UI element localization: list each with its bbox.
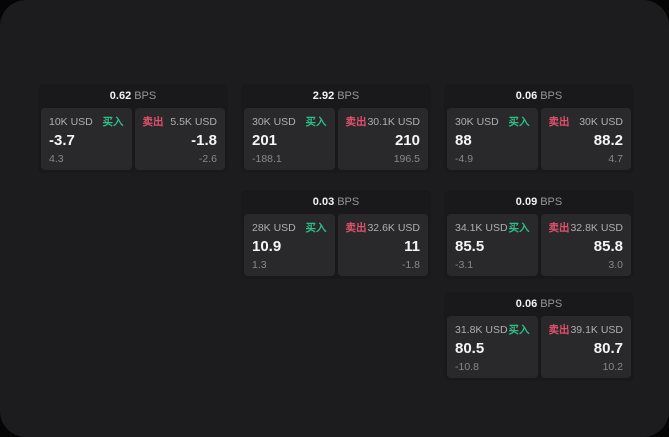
sell-panel[interactable]: 卖出 32.6K USD 11 -1.8 (337, 214, 428, 276)
buy-amount-label: 31.8K USD (455, 324, 508, 336)
buy-panel[interactable]: 10K USD 买入 -3.7 4.3 (41, 108, 132, 170)
quote-card: 0.03 BPS 28K USD 买入 10.9 1.3 卖出 32.6K USD… (241, 190, 431, 279)
sell-amount-label: 32.8K USD (570, 222, 623, 234)
quote-card: 2.92 BPS 30K USD 买入 201 -188.1 卖出 30.1K U… (241, 84, 431, 173)
buy-amount-label: 30K USD (252, 116, 296, 128)
sell-side-label: 卖出 (345, 222, 367, 234)
buy-price: 10.9 (252, 238, 282, 255)
buy-amount-label: 10K USD (49, 116, 93, 128)
buy-side-label: 买入 (305, 116, 327, 128)
quote-card: 0.09 BPS 34.1K USD 买入 85.5 -3.1 卖出 32.8K … (444, 190, 634, 279)
buy-panel[interactable]: 34.1K USD 买入 85.5 -3.1 (447, 214, 538, 276)
sell-delta: -2.6 (198, 153, 217, 165)
buy-delta: -4.9 (455, 153, 474, 165)
sell-price: -1.8 (191, 132, 217, 149)
bps-value: 0.06 (515, 298, 538, 310)
buy-side-label: 买入 (508, 324, 530, 336)
buy-panel[interactable]: 30K USD 买入 201 -188.1 (244, 108, 335, 170)
quote-body: 31.8K USD 买入 80.5 -10.8 卖出 39.1K USD 80.… (447, 316, 631, 378)
sell-side-label: 卖出 (548, 324, 570, 336)
sell-side-label: 卖出 (548, 222, 570, 234)
buy-amount-label: 28K USD (252, 222, 296, 234)
sell-panel[interactable]: 卖出 39.1K USD 80.7 10.2 (540, 316, 631, 378)
quote-body: 10K USD 买入 -3.7 4.3 卖出 5.5K USD -1.8 -2.… (41, 108, 225, 170)
bps-suffix-label: BPS (337, 196, 360, 208)
bps-value: 0.62 (109, 90, 132, 102)
sell-delta: -1.8 (401, 259, 420, 271)
buy-panel[interactable]: 30K USD 买入 88 -4.9 (447, 108, 538, 170)
sell-price: 88.2 (593, 132, 623, 149)
buy-price: -3.7 (49, 132, 75, 149)
buy-price: 80.5 (455, 340, 485, 357)
buy-delta: 1.3 (252, 259, 267, 271)
sell-delta: 3.0 (608, 259, 623, 271)
buy-side-label: 买入 (305, 222, 327, 234)
sell-price: 210 (394, 132, 420, 149)
buy-delta: -3.1 (455, 259, 474, 271)
quote-body: 28K USD 买入 10.9 1.3 卖出 32.6K USD 11 -1.8 (244, 214, 428, 276)
buy-delta: -10.8 (455, 361, 479, 373)
quote-body: 30K USD 买入 201 -188.1 卖出 30.1K USD 210 1… (244, 108, 428, 170)
buy-price: 201 (252, 132, 278, 149)
quote-card: 0.06 BPS 30K USD 买入 88 -4.9 卖出 30K USD 88… (444, 84, 634, 173)
quote-body: 34.1K USD 买入 85.5 -3.1 卖出 32.8K USD 85.8… (447, 214, 631, 276)
bps-value: 0.06 (515, 90, 538, 102)
sell-side-label: 卖出 (345, 116, 367, 128)
bps-header: 0.06 BPS (447, 84, 631, 108)
bps-header: 0.03 BPS (244, 190, 428, 214)
sell-panel[interactable]: 卖出 5.5K USD -1.8 -2.6 (134, 108, 225, 170)
quote-card: 0.06 BPS 31.8K USD 买入 80.5 -10.8 卖出 39.1K… (444, 292, 634, 381)
bps-suffix-label: BPS (337, 90, 360, 102)
buy-price: 88 (455, 132, 472, 149)
buy-delta: -188.1 (252, 153, 282, 165)
bps-suffix-label: BPS (134, 90, 157, 102)
quote-card: 0.62 BPS 10K USD 买入 -3.7 4.3 卖出 5.5K USD … (38, 84, 228, 173)
sell-delta: 10.2 (602, 361, 623, 373)
bps-suffix-label: BPS (540, 298, 563, 310)
bps-value: 0.09 (515, 196, 538, 208)
buy-panel[interactable]: 31.8K USD 买入 80.5 -10.8 (447, 316, 538, 378)
sell-amount-label: 5.5K USD (170, 116, 217, 128)
sell-side-label: 卖出 (548, 116, 570, 128)
bps-suffix-label: BPS (540, 196, 563, 208)
buy-amount-label: 30K USD (455, 116, 499, 128)
bps-header: 0.09 BPS (447, 190, 631, 214)
sell-price: 11 (404, 238, 420, 255)
quote-body: 30K USD 买入 88 -4.9 卖出 30K USD 88.2 4.7 (447, 108, 631, 170)
sell-amount-label: 32.6K USD (367, 222, 420, 234)
sell-panel[interactable]: 卖出 32.8K USD 85.8 3.0 (540, 214, 631, 276)
sell-panel[interactable]: 卖出 30K USD 88.2 4.7 (540, 108, 631, 170)
sell-amount-label: 30K USD (579, 116, 623, 128)
sell-delta: 196.5 (393, 153, 420, 165)
sell-amount-label: 39.1K USD (570, 324, 623, 336)
buy-amount-label: 34.1K USD (455, 222, 508, 234)
sell-price: 80.7 (593, 340, 623, 357)
buy-price: 85.5 (455, 238, 485, 255)
sell-panel[interactable]: 卖出 30.1K USD 210 196.5 (337, 108, 428, 170)
buy-panel[interactable]: 28K USD 买入 10.9 1.3 (244, 214, 335, 276)
buy-side-label: 买入 (508, 222, 530, 234)
buy-delta: 4.3 (49, 153, 64, 165)
sell-price: 85.8 (593, 238, 623, 255)
bps-header: 0.06 BPS (447, 292, 631, 316)
bps-suffix-label: BPS (540, 90, 563, 102)
sell-side-label: 卖出 (142, 116, 164, 128)
buy-side-label: 买入 (102, 116, 124, 128)
bps-header: 2.92 BPS (244, 84, 428, 108)
bps-header: 0.62 BPS (41, 84, 225, 108)
bps-value: 2.92 (312, 90, 335, 102)
buy-side-label: 买入 (508, 116, 530, 128)
sell-amount-label: 30.1K USD (367, 116, 420, 128)
bps-value: 0.03 (312, 196, 335, 208)
sell-delta: 4.7 (608, 153, 623, 165)
